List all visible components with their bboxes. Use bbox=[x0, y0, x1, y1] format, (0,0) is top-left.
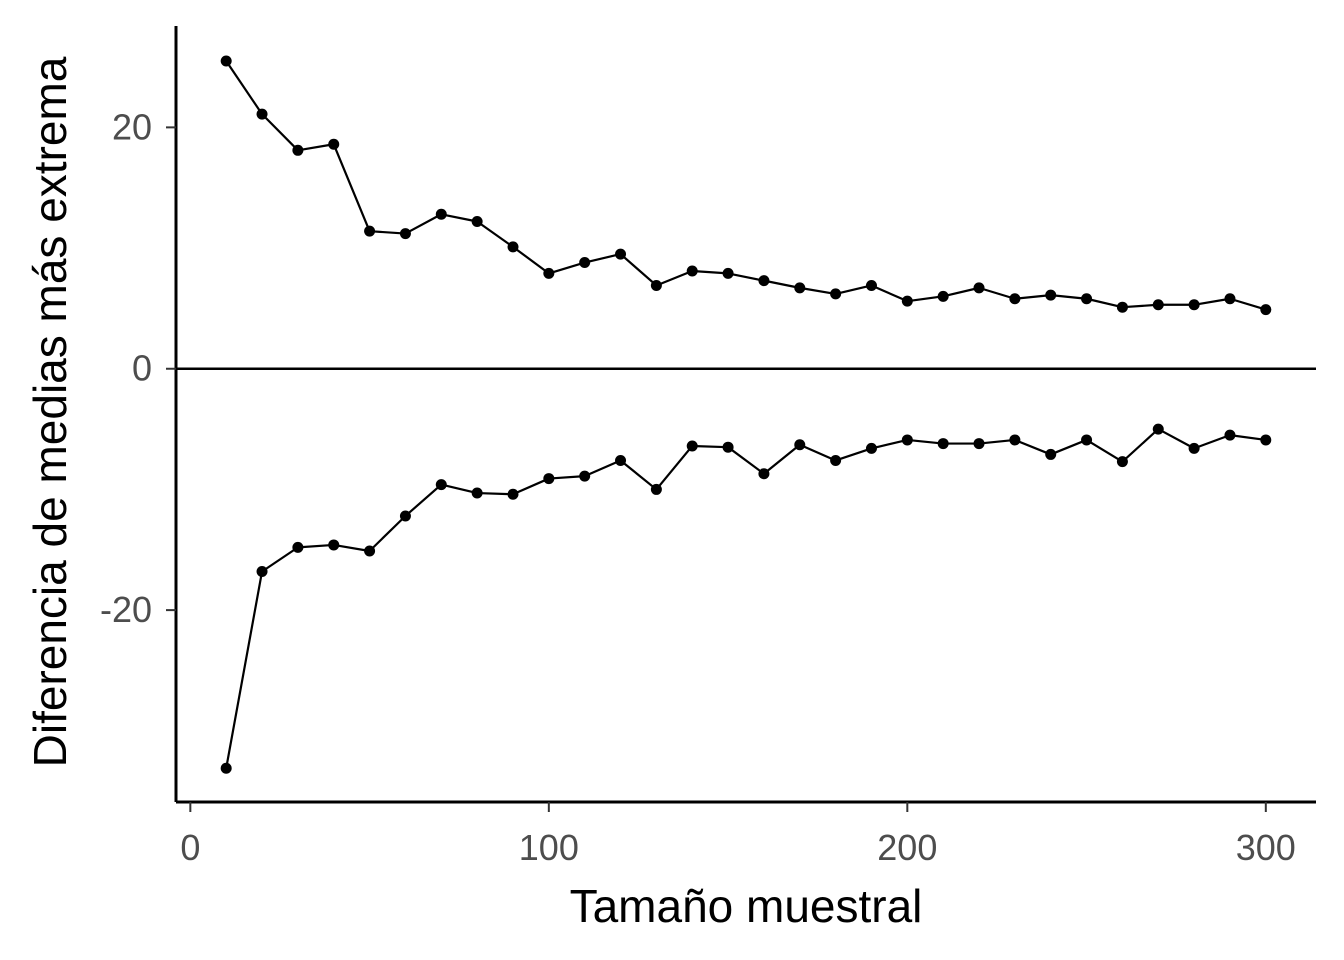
data-point bbox=[1152, 423, 1164, 435]
data-point bbox=[1116, 456, 1128, 468]
data-point bbox=[220, 55, 232, 67]
data-point bbox=[1188, 299, 1200, 311]
data-point bbox=[543, 267, 555, 279]
data-point bbox=[1188, 442, 1200, 454]
series-0 bbox=[220, 55, 1272, 316]
data-point bbox=[435, 479, 447, 491]
series-1 bbox=[220, 423, 1272, 774]
data-point bbox=[1045, 448, 1057, 460]
data-point bbox=[507, 488, 519, 500]
plot-area bbox=[176, 55, 1316, 774]
x-axis-title: Tamaño muestral bbox=[570, 880, 923, 932]
data-point bbox=[364, 545, 376, 557]
data-point bbox=[758, 275, 770, 287]
y-axis-title: Diferencia de medias más extrema bbox=[24, 56, 76, 767]
data-point bbox=[435, 208, 447, 220]
data-point bbox=[1260, 434, 1272, 446]
data-point bbox=[901, 295, 913, 307]
data-point bbox=[937, 290, 949, 302]
data-point bbox=[399, 510, 411, 522]
data-point bbox=[579, 257, 591, 269]
data-point bbox=[973, 282, 985, 294]
data-point bbox=[865, 279, 877, 291]
data-point bbox=[901, 434, 913, 446]
data-point bbox=[973, 438, 985, 450]
data-point bbox=[1009, 434, 1021, 446]
data-point bbox=[686, 265, 698, 277]
data-point bbox=[1116, 301, 1128, 313]
y-tick-label: 0 bbox=[132, 348, 152, 389]
data-point bbox=[1081, 434, 1093, 446]
data-point bbox=[722, 441, 734, 453]
data-point bbox=[758, 468, 770, 480]
data-point bbox=[256, 108, 268, 120]
data-point bbox=[1224, 293, 1236, 305]
data-point bbox=[471, 216, 483, 228]
series-line bbox=[225, 427, 1266, 769]
x-tick-label: 0 bbox=[180, 827, 200, 868]
y-axis-ticks: -20 0 20 bbox=[100, 106, 176, 630]
data-point bbox=[615, 248, 627, 260]
data-point bbox=[937, 438, 949, 450]
data-point bbox=[865, 442, 877, 454]
series-line bbox=[225, 60, 1267, 311]
y-tick-label: 20 bbox=[112, 106, 152, 147]
data-point bbox=[830, 288, 842, 300]
data-point bbox=[471, 487, 483, 499]
data-point bbox=[579, 470, 591, 482]
data-point bbox=[830, 454, 842, 466]
data-point bbox=[364, 225, 376, 237]
data-point bbox=[722, 267, 734, 279]
data-point bbox=[615, 454, 627, 466]
x-tick-label: 200 bbox=[877, 827, 937, 868]
x-tick-label: 300 bbox=[1236, 827, 1296, 868]
data-point bbox=[1081, 293, 1093, 305]
data-point bbox=[650, 483, 662, 495]
y-tick-label: -20 bbox=[100, 589, 152, 630]
data-point bbox=[220, 762, 232, 774]
x-tick-label: 100 bbox=[519, 827, 579, 868]
data-point bbox=[1224, 429, 1236, 441]
data-point bbox=[256, 565, 268, 577]
data-point bbox=[794, 282, 806, 294]
data-point bbox=[1009, 293, 1021, 305]
data-point bbox=[543, 473, 555, 485]
data-point bbox=[1045, 289, 1057, 301]
data-point bbox=[1152, 299, 1164, 311]
data-point bbox=[292, 541, 304, 553]
x-axis-ticks: 0 100 200 300 bbox=[180, 802, 1296, 868]
data-point bbox=[399, 228, 411, 240]
data-point bbox=[328, 539, 340, 551]
data-point bbox=[1260, 304, 1272, 316]
data-point bbox=[650, 279, 662, 291]
data-point bbox=[794, 439, 806, 451]
data-point bbox=[507, 241, 519, 253]
data-point bbox=[292, 144, 304, 156]
data-point bbox=[686, 440, 698, 452]
data-point bbox=[328, 138, 340, 150]
